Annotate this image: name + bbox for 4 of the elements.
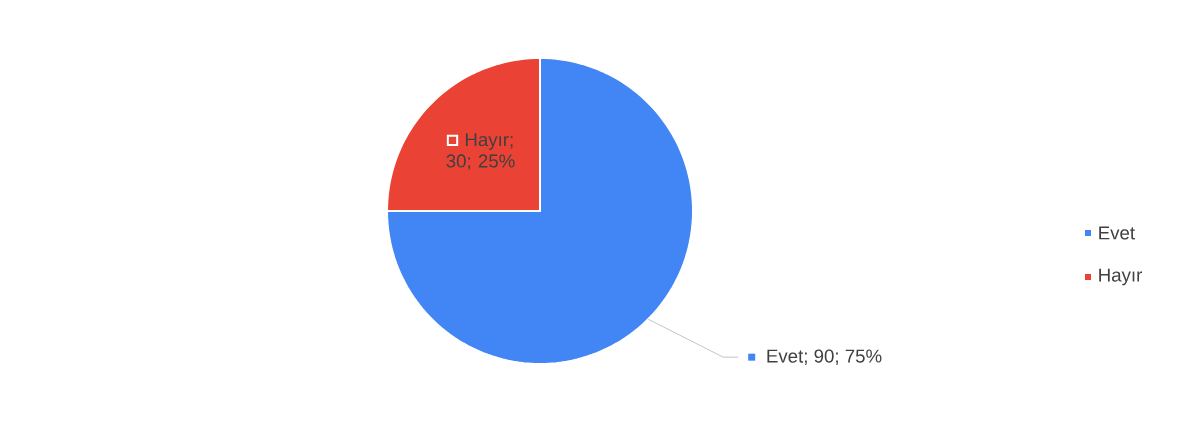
legend-label: Hayır: [1099, 268, 1143, 286]
data-label: Evet; 90; 75%: [767, 349, 882, 365]
data-label: Hayır; 30; 25%: [446, 133, 515, 170]
legend-label: Evet: [1099, 226, 1135, 240]
